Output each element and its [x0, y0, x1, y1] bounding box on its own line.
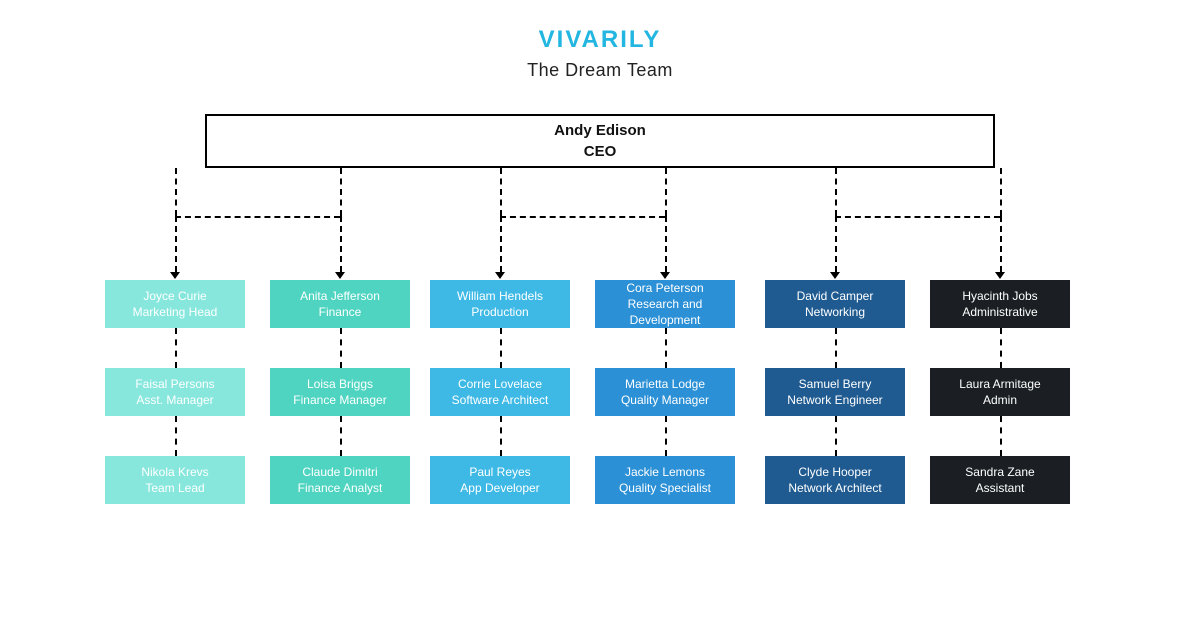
- org-card: Corrie LovelaceSoftware Architect: [430, 368, 570, 416]
- org-card-name: David Camper: [797, 288, 874, 304]
- ceo-name: Andy Edison: [207, 122, 993, 139]
- org-card: Hyacinth JobsAdministrative: [930, 280, 1070, 328]
- org-card: Jackie LemonsQuality Specialist: [595, 456, 735, 504]
- connector-vertical: [665, 416, 667, 456]
- org-card-name: Claude Dimitri: [302, 464, 377, 480]
- ceo-role: CEO: [207, 143, 993, 160]
- org-card-role: Production: [471, 304, 528, 320]
- connector-vertical: [500, 416, 502, 456]
- org-card: Nikola KrevsTeam Lead: [105, 456, 245, 504]
- org-card-name: Sandra Zane: [965, 464, 1034, 480]
- org-card-name: Corrie Lovelace: [458, 376, 542, 392]
- org-card: Cora PetersonResearch and Development: [595, 280, 735, 328]
- org-card-name: Joyce Curie: [143, 288, 206, 304]
- org-card: Faisal PersonsAsst. Manager: [105, 368, 245, 416]
- company-name: VIVARILY: [0, 0, 1200, 54]
- org-card-role: Marketing Head: [133, 304, 218, 320]
- connector-vertical: [340, 416, 342, 456]
- connector-ceo-drop: [500, 168, 502, 216]
- connector-pair-bar: [835, 216, 1000, 218]
- org-card: Clyde HooperNetwork Architect: [765, 456, 905, 504]
- org-card-name: Laura Armitage: [959, 376, 1040, 392]
- connector-col-drop: [835, 216, 837, 272]
- connector-pair-bar: [175, 216, 340, 218]
- org-card: Marietta LodgeQuality Manager: [595, 368, 735, 416]
- org-card-name: William Hendels: [457, 288, 543, 304]
- org-card-role: Research and Development: [601, 296, 729, 328]
- org-card-name: Cora Peterson: [626, 280, 703, 296]
- connector-vertical: [340, 328, 342, 368]
- org-card-role: Team Lead: [145, 480, 204, 496]
- arrowhead-icon: [335, 272, 345, 279]
- org-card-role: Finance: [319, 304, 362, 320]
- arrowhead-icon: [495, 272, 505, 279]
- org-card: Laura ArmitageAdmin: [930, 368, 1070, 416]
- org-card: Claude DimitriFinance Analyst: [270, 456, 410, 504]
- org-card-role: Network Engineer: [787, 392, 882, 408]
- org-card: Paul ReyesApp Developer: [430, 456, 570, 504]
- connector-ceo-drop: [665, 168, 667, 216]
- connector-ceo-drop: [175, 168, 177, 216]
- org-card: Anita JeffersonFinance: [270, 280, 410, 328]
- org-card: Samuel BerryNetwork Engineer: [765, 368, 905, 416]
- org-card-name: Paul Reyes: [469, 464, 530, 480]
- org-card-role: Finance Analyst: [298, 480, 383, 496]
- arrowhead-icon: [995, 272, 1005, 279]
- org-card: William HendelsProduction: [430, 280, 570, 328]
- org-card-name: Marietta Lodge: [625, 376, 705, 392]
- org-card-name: Nikola Krevs: [141, 464, 208, 480]
- org-card-role: Quality Manager: [621, 392, 709, 408]
- connector-pair-bar: [500, 216, 665, 218]
- connector-col-drop: [340, 216, 342, 272]
- org-card-name: Jackie Lemons: [625, 464, 705, 480]
- connector-col-drop: [1000, 216, 1002, 272]
- connector-ceo-drop: [340, 168, 342, 216]
- org-card-name: Samuel Berry: [799, 376, 872, 392]
- connector-vertical: [500, 328, 502, 368]
- org-card: David CamperNetworking: [765, 280, 905, 328]
- connector-col-drop: [500, 216, 502, 272]
- org-card-name: Loisa Briggs: [307, 376, 373, 392]
- org-card-role: Assistant: [976, 480, 1025, 496]
- org-card-name: Faisal Persons: [135, 376, 214, 392]
- org-card-name: Clyde Hooper: [798, 464, 871, 480]
- org-card-role: App Developer: [460, 480, 539, 496]
- org-card-role: Software Architect: [452, 392, 549, 408]
- connector-vertical: [835, 416, 837, 456]
- arrowhead-icon: [170, 272, 180, 279]
- org-card-name: Hyacinth Jobs: [962, 288, 1037, 304]
- connector-ceo-drop: [1000, 168, 1002, 216]
- org-card: Joyce CurieMarketing Head: [105, 280, 245, 328]
- connector-vertical: [175, 328, 177, 368]
- org-card-name: Anita Jefferson: [300, 288, 380, 304]
- connector-vertical: [1000, 328, 1002, 368]
- connector-vertical: [835, 328, 837, 368]
- org-card-role: Quality Specialist: [619, 480, 711, 496]
- connector-vertical: [1000, 416, 1002, 456]
- arrowhead-icon: [830, 272, 840, 279]
- org-card: Loisa BriggsFinance Manager: [270, 368, 410, 416]
- org-card-role: Asst. Manager: [136, 392, 213, 408]
- connector-vertical: [175, 416, 177, 456]
- connector-vertical: [665, 328, 667, 368]
- org-card-role: Network Architect: [788, 480, 881, 496]
- org-card-role: Finance Manager: [293, 392, 386, 408]
- company-subtitle: The Dream Team: [0, 60, 1200, 81]
- org-card-role: Administrative: [962, 304, 1037, 320]
- org-card-role: Networking: [805, 304, 865, 320]
- org-card: Sandra ZaneAssistant: [930, 456, 1070, 504]
- connector-col-drop: [665, 216, 667, 272]
- ceo-card: Andy Edison CEO: [205, 114, 995, 168]
- connector-ceo-drop: [835, 168, 837, 216]
- connector-col-drop: [175, 216, 177, 272]
- arrowhead-icon: [660, 272, 670, 279]
- org-card-role: Admin: [983, 392, 1017, 408]
